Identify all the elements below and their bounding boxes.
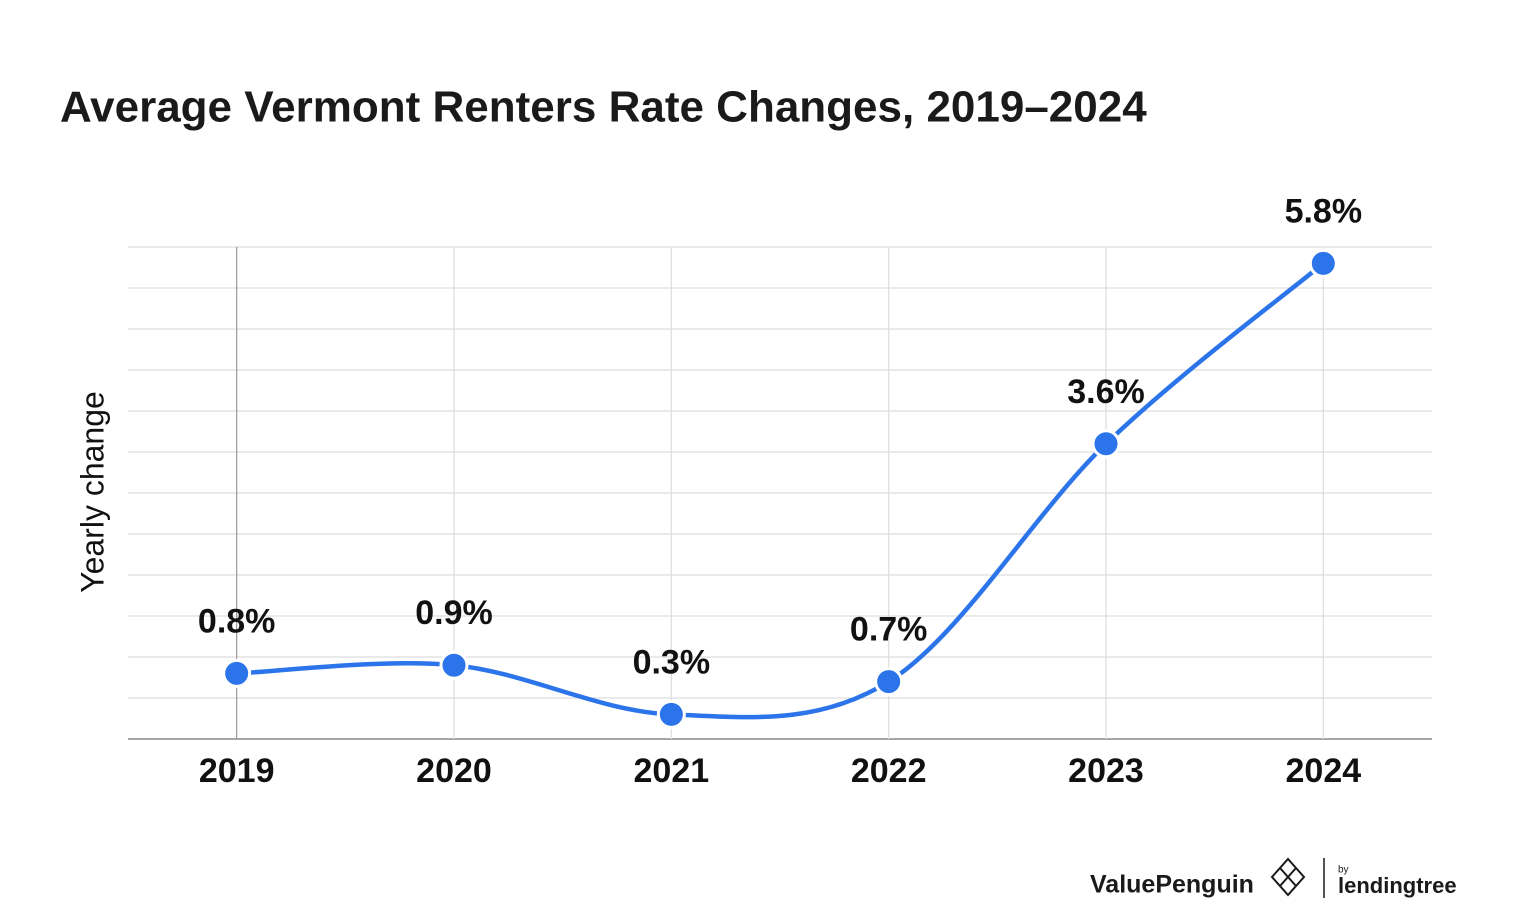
chart-title: Average Vermont Renters Rate Changes, 20… [60,83,1147,132]
value-label: 0.3% [633,643,711,681]
partner-name: lendingtree [1338,873,1457,898]
x-tick-label: 2020 [416,752,492,790]
point [1091,429,1121,459]
x-tick-label: 2019 [199,752,275,790]
value-label: 5.8% [1285,192,1363,230]
brand-name: ValuePenguin [1090,871,1254,899]
point [656,699,686,729]
by-text: by [1338,865,1349,876]
value-label: 3.6% [1067,373,1145,411]
point [1308,248,1338,278]
value-label: 0.8% [198,602,276,640]
value-label: 0.9% [415,594,493,632]
plot-area: 2019 2020 2021 2022 2023 2024 0.8% 0.9% 0.3% 0.7%… [128,192,1432,790]
brand-icon [1270,857,1306,897]
x-tick-label: 2022 [851,752,927,790]
line [236,261,1325,720]
point [222,658,252,688]
point [874,667,904,697]
x-tick-label: 2023 [1068,752,1144,790]
logo: ValuePenguin by lendingtree [1090,857,1457,899]
point [439,650,469,680]
y-axis-label: Yearly change [74,391,110,593]
x-tick-label: 2024 [1286,752,1362,790]
x-tick-label: 2021 [634,752,710,790]
value-label: 0.7% [850,611,928,649]
